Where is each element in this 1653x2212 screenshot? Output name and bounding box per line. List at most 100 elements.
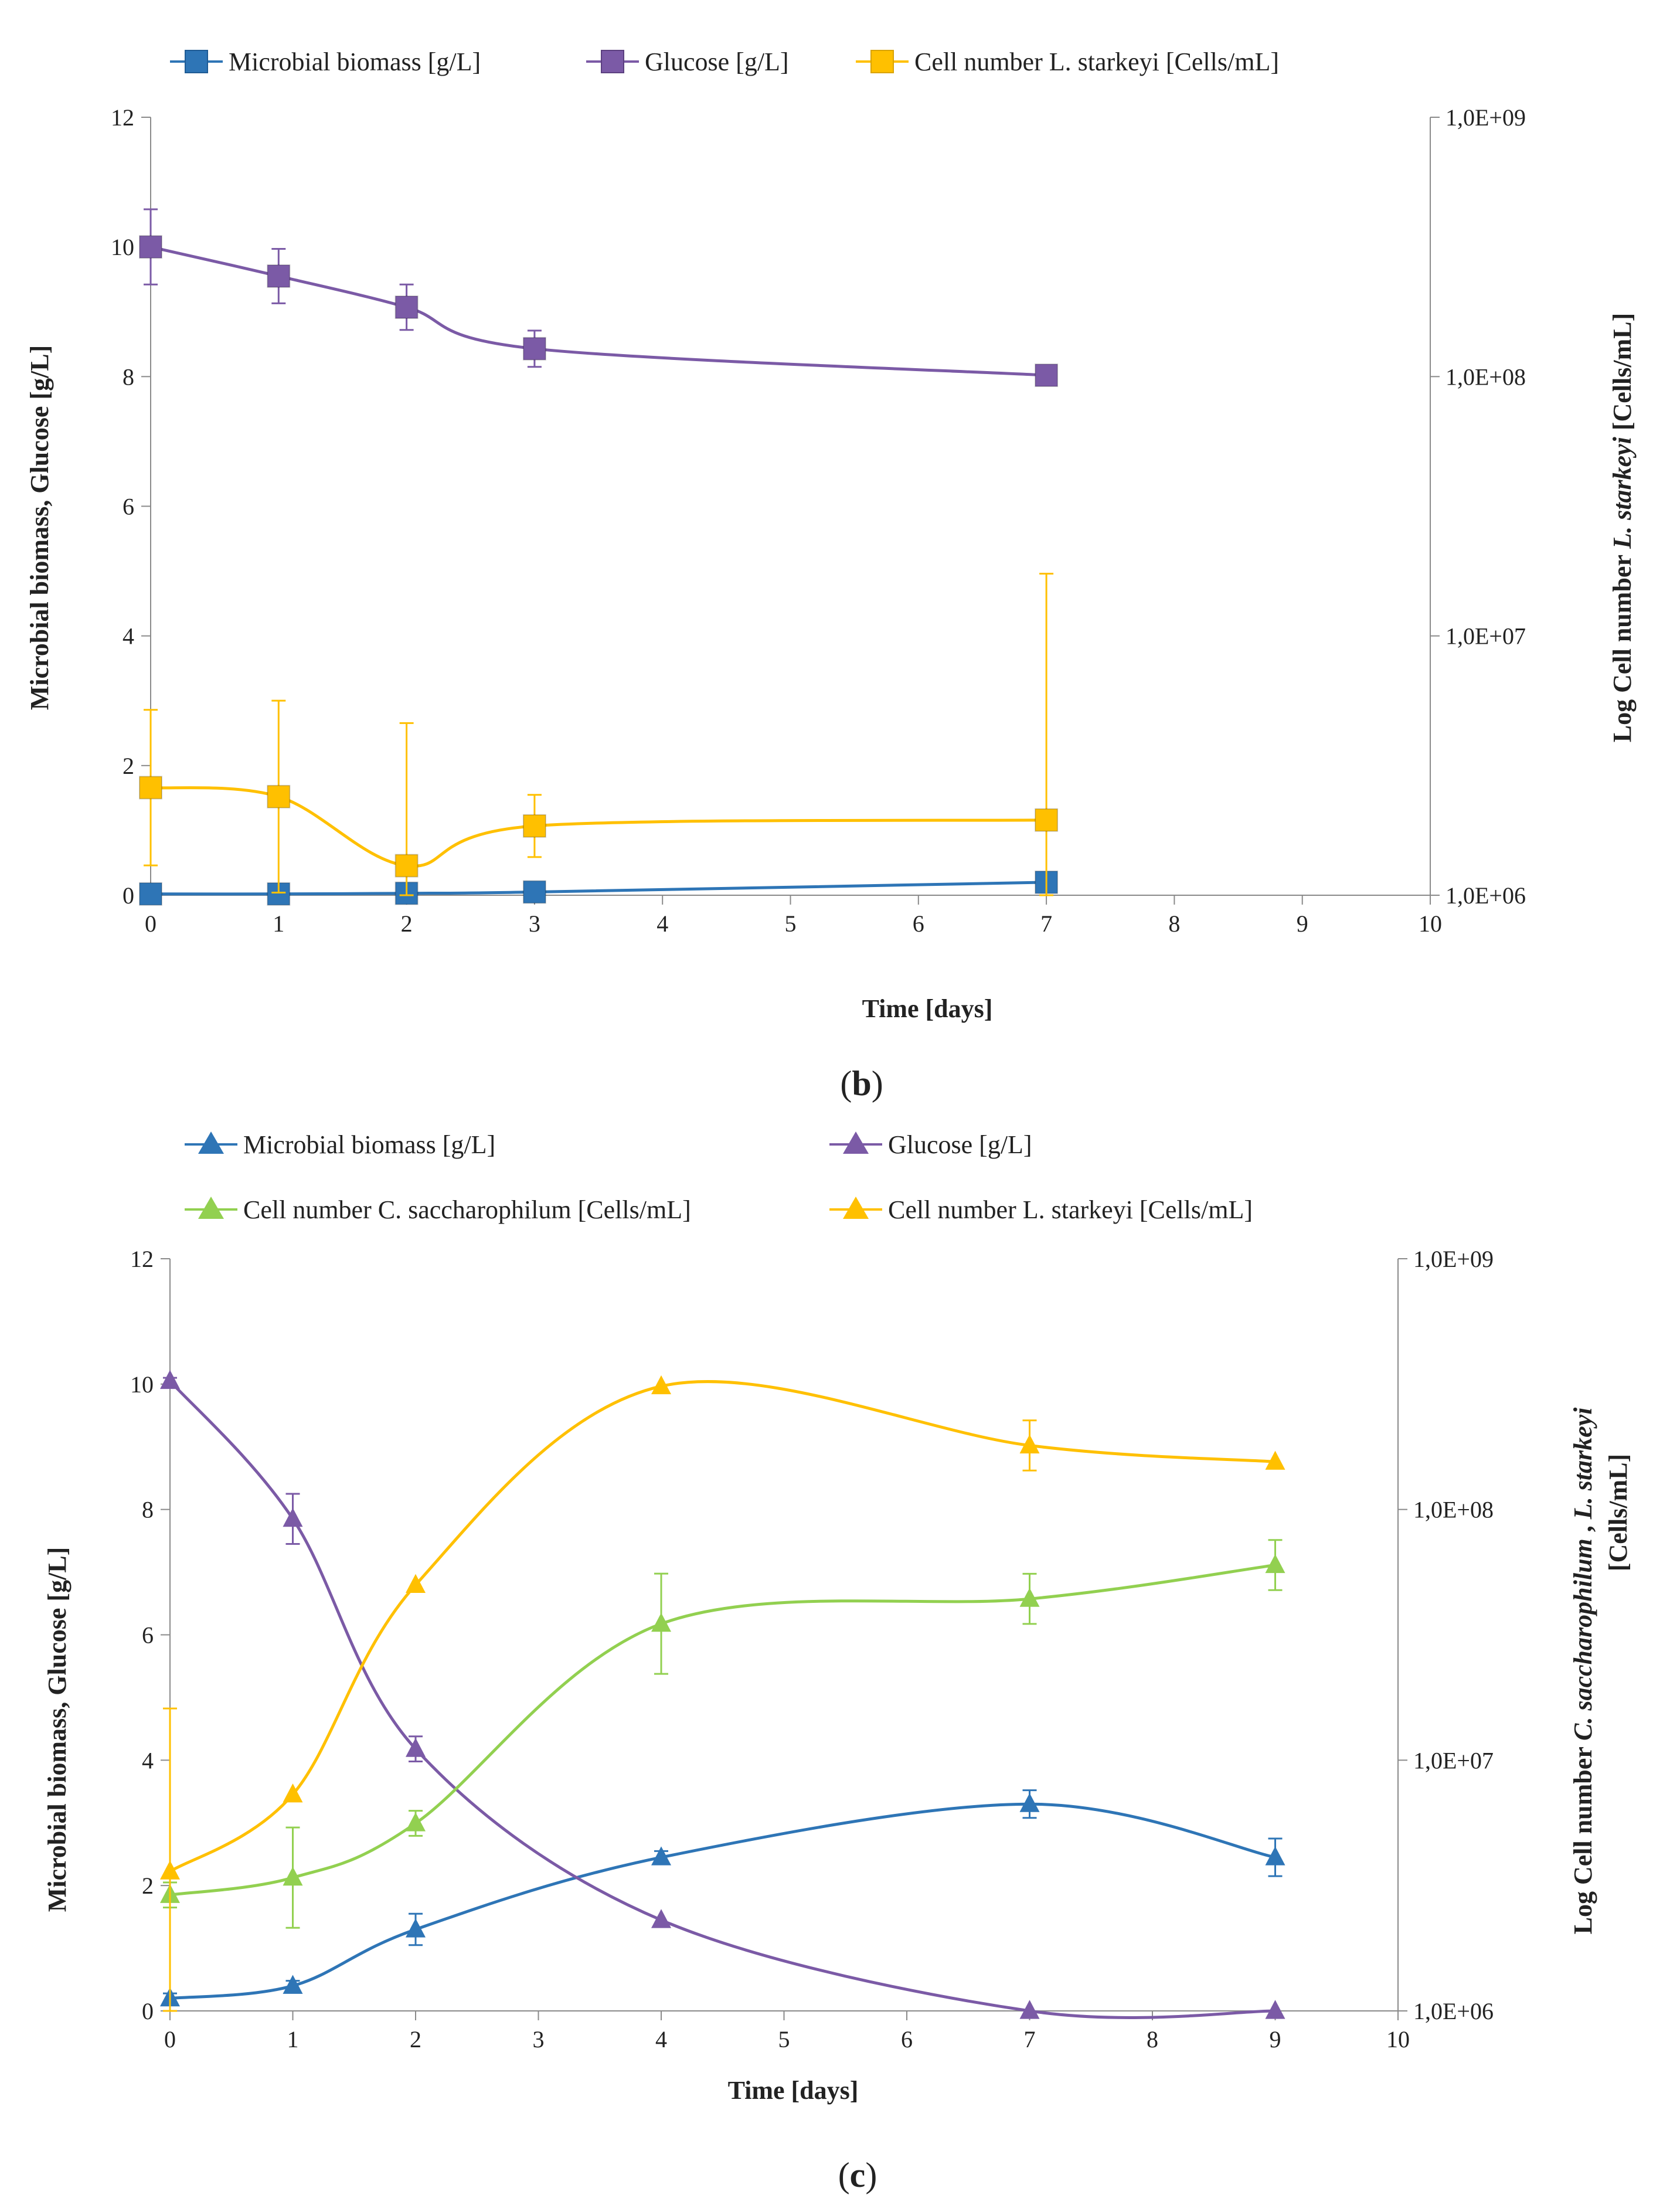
series-line [169,1380,1276,1873]
y2-axis-title-part: , [1569,1519,1597,1538]
x-tick-label: 6 [901,2026,913,2053]
y2-axis-title-part: [Cells/mL] [1608,313,1637,437]
data-point [139,776,162,800]
x-tick-label: 4 [657,910,668,937]
chart-panel-c: Microbial biomass [g/L] Glucose [g/L] Ce… [43,1130,1632,2194]
y2-axis-title-part: Log Cell number [1608,549,1637,742]
legend-item-csaccharophilum: Cell number C. saccharophilum [Cells/mL] [185,1195,691,1224]
data-point [1019,1793,1040,1812]
data-point [283,1975,303,1994]
legend-b: Microbial biomass [g/L] Glucose [g/L] Ce… [170,47,1279,76]
y-tick-label: 12 [130,1246,154,1272]
data-point [1019,1588,1040,1607]
plot-area-b [139,208,1059,906]
x-tick-label: 10 [1386,2026,1410,2053]
series-0 [139,870,1059,906]
legend-label: Cell number L. starkeyi [Cells/mL] [914,47,1279,76]
data-point [1265,2000,1285,2019]
y-tick-label: 0 [123,882,134,909]
x-tick-label: 1 [273,910,284,937]
data-point [283,1508,303,1527]
y2-axis-title-line2: [Cells/mL] [1604,1454,1632,1571]
series-2 [139,572,1059,896]
series-1 [160,1370,1285,2019]
data-point [651,1909,671,1928]
y2-axis-title-part: starkeyi [1608,436,1637,521]
y-tick-label: 8 [123,363,134,390]
y-tick-label: 8 [142,1497,154,1523]
y2-axis-title: Log Cell number L. starkeyi [Cells/mL] [1608,313,1637,743]
data-point [406,1574,426,1593]
legend-label: Cell number C. saccharophilum [Cells/mL] [243,1195,691,1224]
x-tick-label: 9 [1297,910,1308,937]
panel-letter: b [852,1064,871,1103]
y-tick-label: 10 [130,1371,154,1398]
series-line [150,881,1047,896]
data-point [522,337,546,361]
x-tick-label: 0 [145,910,157,937]
series-line [169,1379,1276,2019]
x-tick-label: 3 [529,910,540,937]
y-tick-label: 6 [123,494,134,520]
y-tick-label: 4 [142,1747,154,1773]
data-point [406,1812,426,1832]
x-tick-label: 6 [913,910,924,937]
data-point [267,264,291,288]
panel-label-b: (b) [840,1064,883,1103]
x-tick-label: 10 [1419,910,1442,937]
x-tick-label: 2 [401,910,413,937]
y2-axis-title-part: L. starkeyi [1569,1407,1597,1520]
axes-c: 0 1 2 3 4 5 6 7 8 9 100246810121,0E+061,0E+071,0E+… [130,1246,1494,2053]
data-point [522,880,546,904]
y2-axis-title-part: L. [1608,526,1637,549]
data-point [160,1370,180,1389]
y2-tick-label: 1,0E+09 [1445,104,1526,131]
y-axis-title: Microbial biomass, Glucose [g/L] [43,1547,72,1912]
x-tick-label: 8 [1168,910,1180,937]
legend-item-biomass: Microbial biomass [g/L] [170,47,481,76]
data-point [651,1375,671,1395]
x-tick-label: 8 [1147,2026,1158,2053]
y-tick-label: 4 [123,623,134,650]
y2-tick-label: 1,0E+08 [1445,363,1526,390]
series-3 [160,1375,1285,2012]
legend-item-glucose: Glucose [g/L] [586,47,789,76]
x-tick-label: 9 [1270,2026,1281,2053]
y2-axis-title-line1: Log Cell number C. saccharophilum , L. s… [1569,1407,1597,1935]
x-tick-label: 5 [785,910,797,937]
chart-panel-b: Microbial biomass [g/L] Glucose [g/L] Ce… [25,47,1637,1103]
legend-label: Glucose [g/L] [888,1130,1032,1159]
data-point [394,295,419,320]
x-tick-label: 1 [287,2026,299,2053]
x-tick-label: 5 [778,2026,790,2053]
series-1 [139,208,1059,388]
data-point [394,854,419,878]
y-axis-title: Microbial biomass, Glucose [g/L] [25,345,54,711]
panel-letter: c [850,2156,866,2194]
y-tick-label: 0 [142,1998,154,2024]
y2-axis-title-part: C. saccharophilum [1569,1538,1597,1741]
y-tick-label: 2 [142,1873,154,1899]
y-tick-label: 12 [111,104,134,131]
data-point [1265,1554,1285,1574]
data-point [139,882,162,906]
data-point [267,784,291,808]
x-tick-label: 3 [533,2026,545,2053]
data-point [651,1612,671,1632]
data-point [283,1867,303,1886]
legend-c: Microbial biomass [g/L] Glucose [g/L] Ce… [185,1130,1253,1224]
x-tick-label: 4 [655,2026,667,2053]
y2-tick-label: 1,0E+07 [1445,623,1526,650]
legend-item-lstarkeyi: Cell number L. starkeyi [Cells/mL] [856,47,1279,76]
data-point [1019,1434,1040,1454]
y2-axis-title-part [1608,520,1637,526]
data-point [406,1738,426,1757]
data-point [406,1918,426,1938]
legend-item-lstarkeyi: Cell number L. starkeyi [Cells/mL] [829,1195,1253,1224]
y-tick-label: 6 [142,1622,154,1649]
legend-label: Microbial biomass [g/L] [229,47,481,76]
y2-axis-title-part: Log Cell number [1569,1741,1597,1934]
data-point [1265,1846,1285,1866]
data-point [283,1783,303,1803]
series-line [150,245,1047,377]
